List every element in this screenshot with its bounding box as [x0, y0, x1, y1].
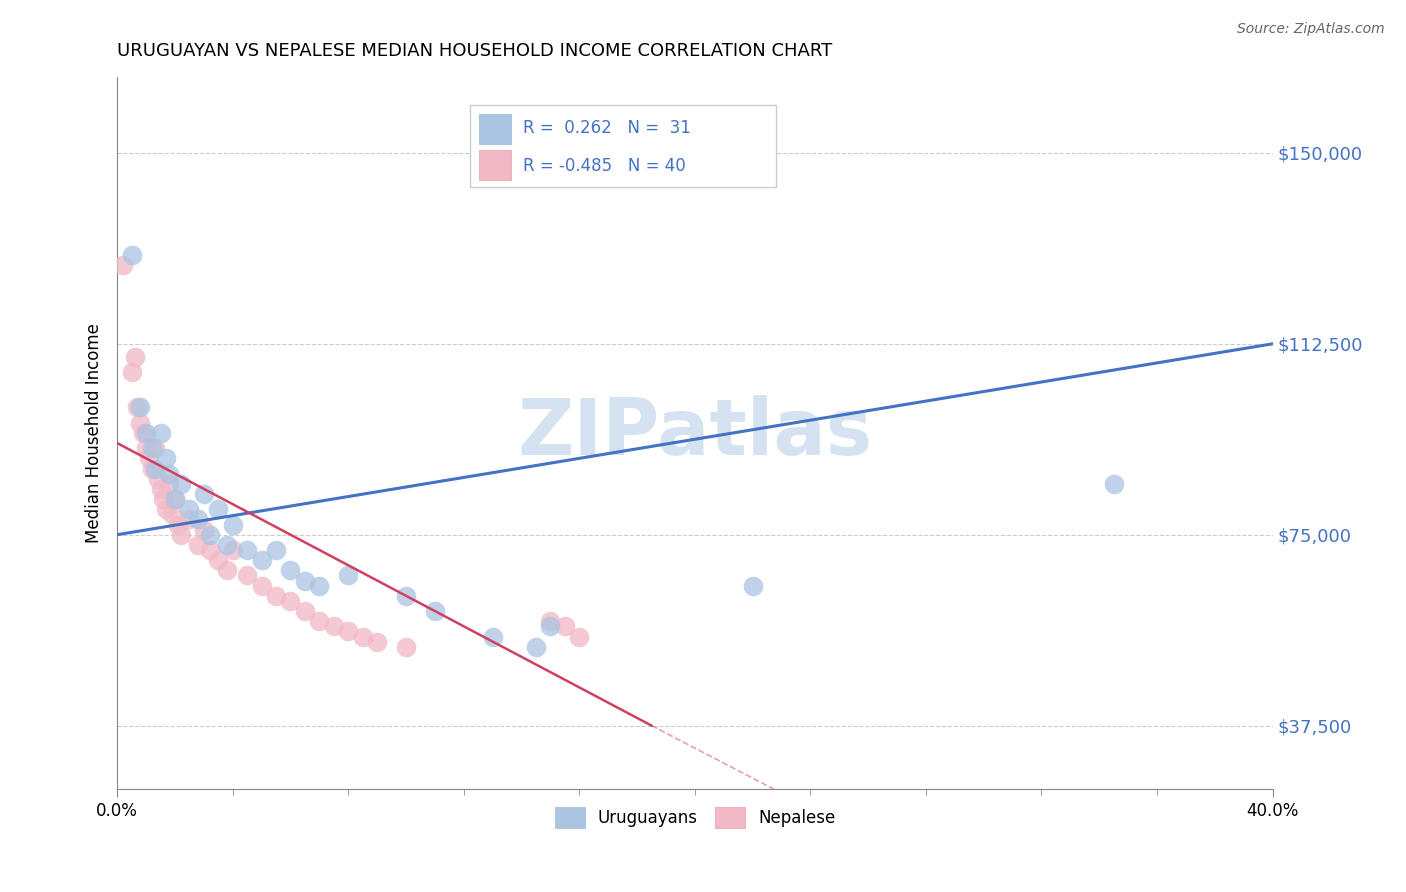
- Point: [1102, 476, 1125, 491]
- FancyBboxPatch shape: [470, 105, 776, 187]
- Point: [294, 604, 316, 618]
- Point: [141, 441, 163, 455]
- Point: [207, 553, 229, 567]
- Point: [166, 517, 188, 532]
- Text: R = -0.485   N = 40: R = -0.485 N = 40: [523, 157, 686, 175]
- Point: [187, 512, 209, 526]
- Legend: Uruguayans, Nepalese: Uruguayans, Nepalese: [548, 801, 842, 834]
- Point: [143, 461, 166, 475]
- Point: [160, 508, 183, 522]
- Point: [163, 492, 186, 507]
- Point: [366, 634, 388, 648]
- Point: [337, 624, 360, 639]
- Point: [155, 451, 177, 466]
- Point: [280, 594, 302, 608]
- Point: [250, 579, 273, 593]
- Point: [538, 619, 561, 633]
- Point: [193, 487, 215, 501]
- Point: [554, 619, 576, 633]
- Point: [395, 640, 418, 654]
- Point: [157, 467, 180, 481]
- Point: [111, 258, 134, 272]
- Bar: [479, 150, 512, 180]
- Point: [135, 425, 157, 440]
- Point: [568, 630, 591, 644]
- Point: [129, 416, 152, 430]
- Point: [152, 492, 174, 507]
- Point: [135, 441, 157, 455]
- Point: [524, 640, 547, 654]
- Point: [222, 517, 245, 532]
- Point: [163, 492, 186, 507]
- Point: [215, 563, 238, 577]
- Point: [207, 502, 229, 516]
- Point: [198, 527, 221, 541]
- Point: [308, 614, 330, 628]
- Point: [127, 401, 149, 415]
- Point: [121, 248, 143, 262]
- Point: [215, 538, 238, 552]
- Point: [395, 589, 418, 603]
- Point: [423, 604, 446, 618]
- Point: [538, 614, 561, 628]
- Point: [236, 568, 259, 582]
- Point: [280, 563, 302, 577]
- Point: [146, 472, 169, 486]
- Point: [155, 502, 177, 516]
- Y-axis label: Median Household Income: Median Household Income: [86, 323, 103, 543]
- Point: [294, 574, 316, 588]
- Point: [250, 553, 273, 567]
- Point: [236, 543, 259, 558]
- Text: URUGUAYAN VS NEPALESE MEDIAN HOUSEHOLD INCOME CORRELATION CHART: URUGUAYAN VS NEPALESE MEDIAN HOUSEHOLD I…: [117, 42, 832, 60]
- Point: [157, 476, 180, 491]
- Text: Source: ZipAtlas.com: Source: ZipAtlas.com: [1237, 22, 1385, 37]
- Text: R =  0.262   N =  31: R = 0.262 N = 31: [523, 119, 690, 136]
- Point: [352, 630, 374, 644]
- Bar: [479, 114, 512, 145]
- Point: [264, 543, 287, 558]
- Point: [170, 527, 193, 541]
- Point: [222, 543, 245, 558]
- Point: [143, 441, 166, 455]
- Point: [187, 538, 209, 552]
- Point: [198, 543, 221, 558]
- Point: [141, 461, 163, 475]
- Point: [129, 401, 152, 415]
- Point: [132, 425, 155, 440]
- Point: [481, 630, 503, 644]
- Text: ZIPatlas: ZIPatlas: [517, 395, 872, 471]
- Point: [121, 365, 143, 379]
- Point: [337, 568, 360, 582]
- Point: [264, 589, 287, 603]
- Point: [170, 476, 193, 491]
- Point: [138, 451, 160, 466]
- Point: [149, 425, 172, 440]
- Point: [741, 579, 763, 593]
- Point: [193, 523, 215, 537]
- Point: [179, 502, 201, 516]
- Point: [308, 579, 330, 593]
- Point: [124, 350, 146, 364]
- Point: [179, 512, 201, 526]
- Point: [322, 619, 344, 633]
- Point: [149, 482, 172, 496]
